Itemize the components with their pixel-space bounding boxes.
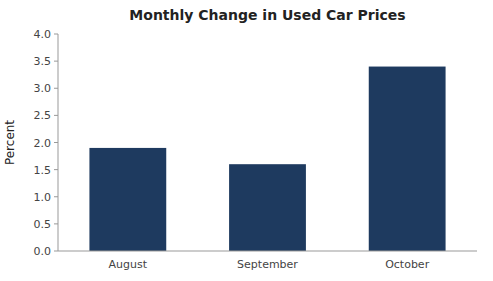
- bars: [89, 67, 445, 251]
- x-tick-label: October: [385, 258, 429, 271]
- title: Monthly Change in Used Car Prices: [129, 7, 405, 23]
- chart: Monthly Change in Used Car Prices 0.0 0.5 1…: [0, 0, 493, 281]
- x-tick-label: September: [237, 258, 298, 271]
- bar: [369, 67, 446, 251]
- y-tick: [54, 61, 58, 62]
- x-axis: August September October: [58, 251, 477, 271]
- y-tick-label: 0.0: [34, 245, 52, 258]
- y-tick-label: 3.0: [34, 82, 52, 95]
- y-tick: [54, 34, 58, 35]
- bar: [229, 164, 306, 251]
- y-tick: [54, 251, 58, 252]
- y-tick-label: 2.5: [34, 109, 52, 122]
- x-axis-line: [58, 251, 477, 252]
- y-tick-label: 2.0: [34, 137, 52, 150]
- x-tick-label: August: [109, 258, 148, 271]
- y-axis-label: Percent: [3, 120, 17, 165]
- y-tick: [54, 88, 58, 89]
- chart-container: Monthly Change in Used Car Prices 0.0 0.5 1…: [0, 0, 493, 281]
- y-tick: [54, 223, 58, 224]
- y-axis: 0.0 0.5 1.0 1.5 2.0 2.5 3.0 3.5 4.0: [34, 28, 59, 258]
- y-tick-label: 1.5: [34, 164, 52, 177]
- y-tick: [54, 115, 58, 116]
- y-tick: [54, 196, 58, 197]
- y-tick-label: 3.5: [34, 55, 52, 68]
- y-tick-label: 1.0: [34, 191, 52, 204]
- y-tick: [54, 142, 58, 143]
- bar: [89, 148, 166, 251]
- y-axis-line: [58, 34, 59, 251]
- y-tick: [54, 169, 58, 170]
- y-tick-label: 4.0: [34, 28, 52, 41]
- y-tick-label: 0.5: [34, 218, 52, 231]
